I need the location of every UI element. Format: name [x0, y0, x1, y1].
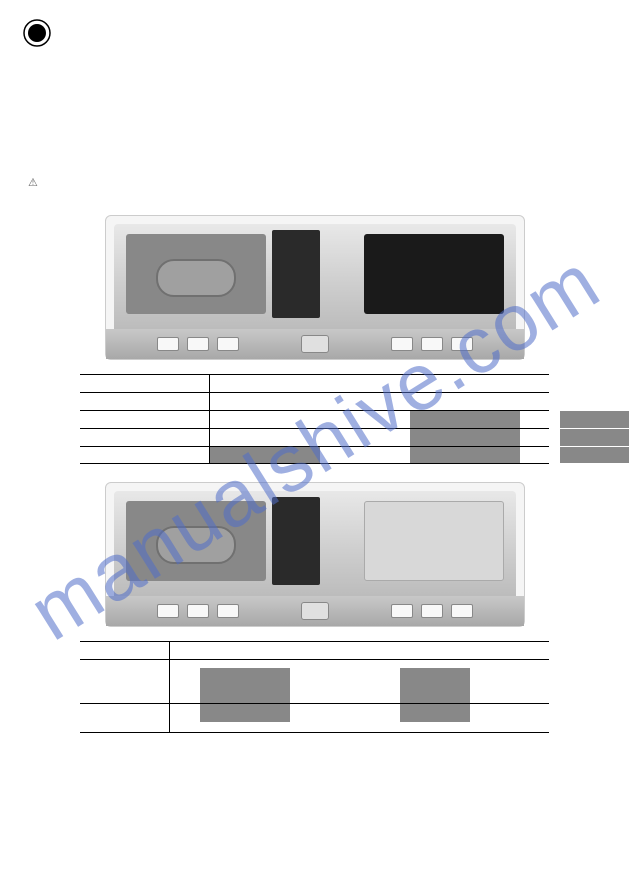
led-indicator [157, 337, 179, 351]
led-group-left [157, 337, 239, 351]
battery-slot-shape [156, 259, 236, 297]
charger-body [114, 224, 516, 334]
front-led-panel [106, 596, 524, 626]
table-row [80, 446, 549, 464]
record-icon [22, 18, 52, 48]
status-fill [410, 447, 520, 463]
power-button-icon [301, 335, 329, 353]
page: ⚠ manualshive.com [0, 0, 629, 893]
led-indicator [187, 337, 209, 351]
table-cell [80, 447, 210, 463]
charger-illustration-2 [105, 482, 525, 627]
charger-body [114, 491, 516, 601]
status-display-panel [272, 497, 320, 585]
table-cell [170, 642, 549, 659]
table-row [80, 374, 549, 392]
table-cell [210, 447, 549, 463]
table-cell [80, 375, 210, 392]
led-indicator [391, 337, 413, 351]
table-cell [210, 429, 549, 446]
table-cell [80, 411, 210, 428]
power-button-icon [301, 602, 329, 620]
status-fill [200, 668, 290, 703]
battery-bay-left [126, 234, 266, 314]
led-indicator [421, 604, 443, 618]
battery-bay-right [364, 234, 504, 314]
status-fill [410, 429, 520, 446]
table-row [80, 659, 549, 703]
status-fill [200, 704, 290, 722]
led-indicator [451, 604, 473, 618]
led-group-right [391, 604, 473, 618]
led-indicator [157, 604, 179, 618]
status-fill [560, 411, 629, 428]
led-indicator [217, 604, 239, 618]
table-cell [80, 393, 210, 410]
table-cell [210, 411, 549, 428]
table-cell [170, 704, 549, 732]
status-fill [410, 411, 520, 428]
table-row [80, 641, 549, 659]
table-row [80, 428, 549, 446]
table-cell [80, 704, 170, 732]
led-indicator [391, 604, 413, 618]
led-indicator [217, 337, 239, 351]
table-cell [210, 393, 549, 410]
led-indicator [187, 604, 209, 618]
status-table-2 [80, 641, 549, 733]
led-indicator [421, 337, 443, 351]
led-group-left [157, 604, 239, 618]
table-cell [80, 429, 210, 446]
led-group-right [391, 337, 473, 351]
status-fill [400, 668, 470, 703]
battery-bay-left [126, 501, 266, 581]
table-row [80, 703, 549, 733]
charger-illustration-1 [105, 215, 525, 360]
status-fill [210, 447, 320, 463]
table-cell [80, 660, 170, 703]
table-cell [170, 660, 549, 703]
table-cell [80, 642, 170, 659]
table-cell [210, 375, 549, 392]
status-table-1 [80, 374, 549, 464]
status-display-panel [272, 230, 320, 318]
warning-icon: ⚠ [28, 176, 38, 189]
status-fill [560, 447, 629, 463]
table-row [80, 392, 549, 410]
status-fill [560, 429, 629, 446]
table-row [80, 410, 549, 428]
led-indicator [451, 337, 473, 351]
battery-slot-shape [156, 526, 236, 564]
status-fill [400, 704, 470, 722]
battery-bay-right [364, 501, 504, 581]
front-led-panel [106, 329, 524, 359]
